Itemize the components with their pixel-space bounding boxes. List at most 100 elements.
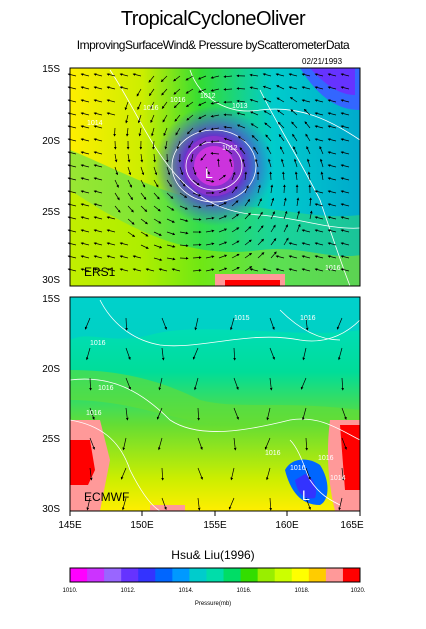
- wind-vector: [314, 190, 324, 194]
- wind-vector: [89, 377, 92, 391]
- wind-vector: [161, 317, 167, 330]
- wind-vector: [197, 467, 203, 480]
- wind-vector: [218, 241, 228, 246]
- ecmwf-contour-label: 1016: [318, 455, 334, 462]
- wind-vector: [149, 101, 155, 110]
- wind-vector: [338, 497, 343, 511]
- wind-vector: [106, 216, 116, 220]
- wind-vector: [153, 179, 159, 188]
- wind-vector: [314, 229, 324, 233]
- wind-vector: [268, 158, 272, 168]
- wind-vector: [119, 86, 129, 90]
- wind-vector: [327, 125, 337, 129]
- wind-vector: [205, 166, 210, 175]
- wind-vector: [153, 244, 163, 249]
- wind-vector: [93, 99, 103, 103]
- wind-vector: [314, 255, 324, 259]
- wind-vector: [249, 268, 259, 272]
- wind-vector: [231, 253, 240, 259]
- wind-vector: [192, 269, 202, 272]
- wind-vector: [132, 73, 142, 77]
- wind-vector: [231, 171, 236, 181]
- wind-vector: [218, 188, 227, 194]
- wind-vector: [193, 377, 199, 391]
- wind-vector: [288, 255, 298, 259]
- wind-vector: [296, 197, 300, 207]
- wind-vector: [166, 218, 175, 223]
- colorbar-swatch: [257, 568, 276, 582]
- wind-vector: [319, 158, 324, 168]
- wind-vector: [327, 177, 337, 181]
- wind-vector: [210, 75, 220, 79]
- wind-vector: [80, 190, 90, 194]
- wind-vector: [171, 268, 181, 272]
- wind-vector: [197, 497, 201, 511]
- lat-label-15s-bottom: 15S: [42, 294, 60, 305]
- wind-vector: [188, 140, 194, 149]
- wind-vector: [266, 467, 271, 481]
- wind-vector: [293, 158, 298, 168]
- wind-vector: [161, 497, 167, 510]
- wind-vector: [304, 121, 311, 129]
- colorbar-swatch: [240, 568, 259, 582]
- wind-vector: [223, 137, 233, 142]
- wind-vector: [192, 218, 202, 221]
- colorbar-tick: 1018.: [294, 588, 310, 594]
- wind-vector: [218, 267, 228, 272]
- wind-vector: [89, 407, 95, 420]
- colorbar-tick: 1014.: [178, 588, 194, 594]
- wind-vector: [269, 317, 275, 330]
- wind-vector: [257, 211, 263, 220]
- lon-label-150e: 150E: [130, 520, 154, 531]
- wind-vector: [137, 101, 142, 110]
- wind-vector: [80, 73, 90, 77]
- ecmwf-contour-label: 1016: [290, 465, 306, 472]
- wind-vector: [244, 212, 251, 220]
- wind-vector: [205, 229, 215, 233]
- wind-vector: [93, 190, 103, 194]
- wind-vector: [179, 192, 188, 198]
- axis-ticks: [69, 511, 361, 516]
- wind-vector: [314, 112, 324, 116]
- wind-vector: [314, 138, 324, 142]
- pressure-colorbar: [69, 567, 361, 583]
- wind-vector: [225, 148, 233, 155]
- wind-vector: [151, 127, 155, 137]
- ers1-contour-label: 1012: [222, 145, 238, 152]
- wind-vector: [327, 73, 337, 77]
- wind-vector: [283, 184, 286, 194]
- wind-vector: [137, 114, 142, 124]
- wind-vector: [340, 268, 350, 272]
- wind-vector: [262, 85, 272, 90]
- wind-vector: [85, 347, 91, 361]
- wind-vector: [327, 255, 337, 259]
- wind-vector: [257, 225, 264, 233]
- wind-vector: [290, 109, 298, 116]
- wind-vector: [218, 202, 227, 207]
- wind-vector: [140, 218, 148, 225]
- date-label: 02/21/1993: [302, 57, 343, 66]
- colorbar-swatch: [342, 568, 361, 582]
- wind-vector: [340, 125, 350, 129]
- colorbar-swatch: [104, 568, 122, 582]
- ecmwf-contour-label: 1016: [90, 340, 106, 347]
- wind-vector: [231, 267, 240, 272]
- wind-vector: [218, 215, 228, 220]
- wind-vector: [262, 73, 272, 77]
- lat-label-25s-bottom: 25S: [42, 434, 60, 445]
- wind-vector: [244, 171, 248, 181]
- wind-vector: [132, 268, 142, 272]
- wind-vector: [291, 121, 298, 129]
- wind-vector: [163, 127, 168, 137]
- colorbar-swatch: [308, 568, 327, 582]
- wind-vector: [244, 252, 253, 259]
- wind-vector: [86, 497, 91, 511]
- wind-vector: [179, 244, 189, 248]
- wind-vector: [89, 467, 93, 481]
- lat-label-15s-top: 15S: [42, 64, 60, 75]
- wind-vector: [192, 192, 202, 197]
- wind-vector: [166, 166, 171, 176]
- wind-vector: [340, 151, 350, 155]
- wind-vector: [80, 99, 90, 103]
